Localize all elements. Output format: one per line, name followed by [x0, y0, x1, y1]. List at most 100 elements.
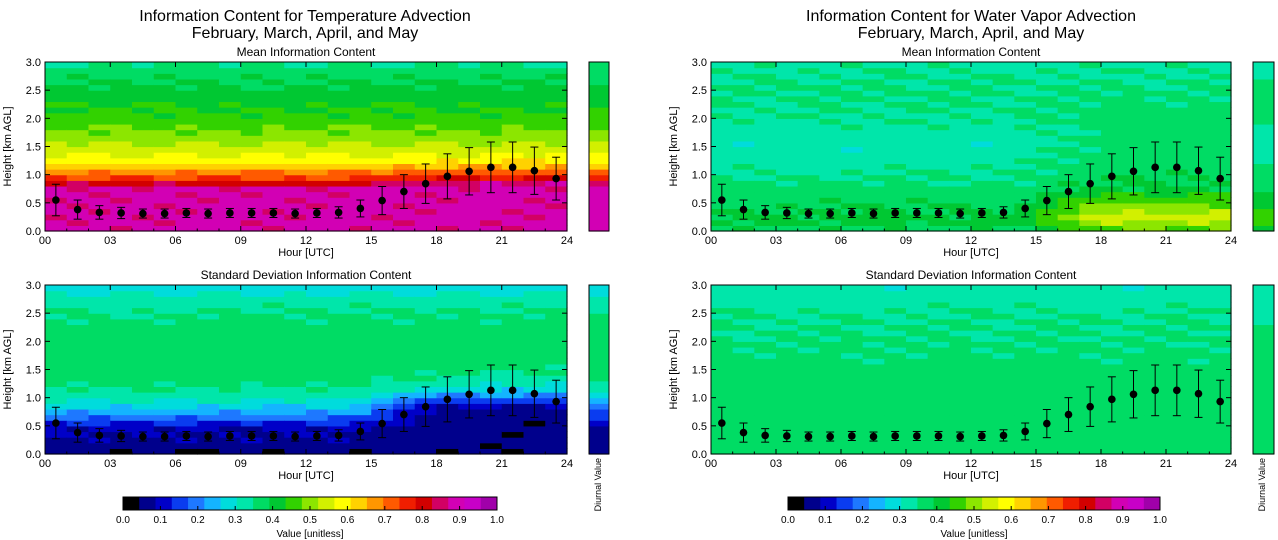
colorbar-tick-label: 0.6 [1004, 515, 1018, 526]
diurnal-cell [1253, 408, 1274, 416]
heatmap-cell [711, 290, 734, 297]
heatmap-cell [1079, 431, 1102, 438]
heatmap-cell [1144, 214, 1167, 221]
heatmap-cell [523, 324, 546, 331]
heatmap-cell [175, 330, 198, 337]
heatmap-cell [88, 191, 111, 198]
heatmap-cell [197, 112, 220, 119]
heatmap-cell [754, 180, 777, 187]
heatmap-cell [841, 90, 864, 97]
heatmap-cell [1122, 352, 1145, 359]
heatmap-cell [66, 324, 90, 331]
heatmap-cell [501, 296, 525, 303]
heatmap-cell [153, 414, 177, 421]
heatmap-cell [732, 375, 755, 382]
x-tick-label: 12 [965, 235, 977, 247]
diurnal-cell [589, 442, 609, 449]
heatmap-cell [1101, 107, 1124, 114]
heatmap-cell [1101, 84, 1124, 91]
heatmap-cell [862, 95, 885, 103]
heatmap-cell [545, 112, 568, 119]
heatmap-cell [992, 392, 1015, 399]
heatmap-cell [1014, 386, 1037, 393]
diurnal-cell [1253, 140, 1274, 148]
heatmap-cell [841, 112, 864, 119]
heatmap-cell [1209, 352, 1232, 359]
heatmap-cell [88, 408, 111, 416]
data-point [761, 208, 769, 217]
heatmap-cell [262, 101, 285, 108]
heatmap-cell [349, 163, 372, 170]
heatmap-cell [349, 369, 372, 376]
heatmap-cell [1209, 112, 1232, 119]
heatmap-cell [1187, 290, 1210, 297]
heatmap-cell [754, 363, 777, 371]
heatmap-cell [153, 84, 177, 91]
colorbar-swatch [804, 497, 821, 510]
heatmap-cell [862, 73, 885, 80]
heatmap-cell [906, 290, 929, 297]
x-tick-label: 18 [1095, 235, 1107, 247]
heatmap-cell [349, 84, 372, 91]
heatmap-cell [175, 386, 198, 393]
heatmap-cell [1057, 313, 1080, 320]
heatmap-cell [1122, 307, 1145, 314]
heatmap-cell [414, 101, 438, 108]
heatmap-cell [711, 307, 734, 314]
heatmap-cell [971, 90, 994, 97]
heatmap-cell [1166, 214, 1189, 221]
heatmap-cell [841, 442, 864, 449]
heatmap-cell [523, 129, 546, 136]
heatmap-cell [153, 112, 177, 119]
heatmap-cell [393, 90, 416, 97]
heatmap-cell [1101, 324, 1124, 331]
heatmap-cell [458, 62, 481, 69]
colorbar-swatch [155, 497, 173, 510]
heatmap-cell [197, 123, 220, 131]
heatmap-cell [754, 392, 777, 399]
heatmap-cell [240, 307, 264, 314]
diurnal-cell [589, 135, 609, 142]
heatmap-cell [1014, 101, 1037, 108]
y-tick-label: 2.0 [26, 336, 41, 348]
x-tick-label: 24 [561, 235, 573, 247]
heatmap-cell [197, 335, 220, 342]
heatmap-cell [1166, 313, 1189, 320]
heatmap-cell [219, 369, 242, 376]
heatmap-cell [393, 448, 416, 455]
heatmap-cell [175, 414, 198, 421]
heatmap-cell [1209, 129, 1232, 136]
heatmap-cell [1122, 118, 1145, 125]
heatmap-cell [1079, 208, 1102, 215]
heatmap-cell [240, 386, 264, 393]
diurnal-cell [1253, 123, 1274, 131]
diurnal-cell [1253, 425, 1274, 433]
heatmap-cell [927, 380, 950, 387]
heatmap-cell [523, 112, 546, 119]
heatmap-cell [906, 67, 929, 74]
heatmap-cell [711, 363, 734, 371]
heatmap-cell [732, 169, 755, 176]
heatmap-cell [66, 380, 90, 387]
heatmap-cell [906, 386, 929, 393]
heatmap-cell [1014, 363, 1037, 371]
heatmap-cell [501, 437, 525, 444]
heatmap-cell [197, 448, 220, 455]
heatmap-cell [110, 369, 133, 376]
heatmap-cell [927, 442, 950, 449]
heatmap-cell [797, 448, 820, 455]
heatmap-cell [949, 219, 972, 226]
heatmap-cell [1036, 301, 1059, 309]
heatmap-cell [327, 324, 351, 331]
heatmap-cell [110, 313, 133, 320]
heatmap-cell [927, 219, 950, 226]
heatmap-cell [45, 301, 68, 309]
heatmap-cell [66, 225, 90, 232]
heatmap-cell [949, 408, 972, 416]
heatmap-cell [906, 358, 929, 365]
data-point [95, 208, 104, 217]
heatmap-cell [219, 197, 242, 204]
heatmap-cell [862, 408, 885, 416]
heatmap-cell [175, 363, 198, 371]
heatmap-cell [132, 225, 155, 232]
